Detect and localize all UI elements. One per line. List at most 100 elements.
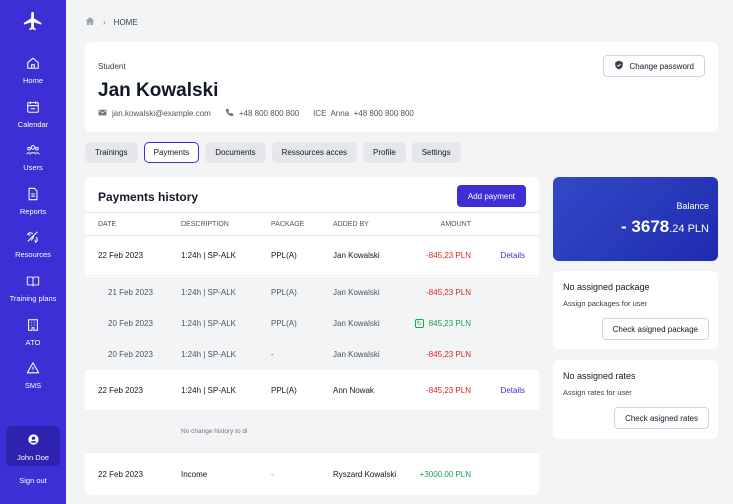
history-row: 20 Feb 2023 1:24h | SP-ALK - Jan Kowalsk… — [85, 339, 539, 370]
history-row: 21 Feb 2023 1:24h | SP-ALK PPL(A) Jan Ko… — [85, 277, 539, 308]
ice-text: ICE Anna +48 800 800 800 — [313, 109, 414, 118]
mail-icon — [98, 108, 107, 119]
tab-profile[interactable]: Profile — [363, 142, 406, 163]
shield-check-icon — [614, 60, 624, 72]
payment-added-by: Jan Kowalski — [333, 318, 380, 328]
tab-payments[interactable]: Payments — [143, 142, 200, 163]
payment-package: PPL(A) — [271, 287, 297, 297]
sidebar: Home Calendar Users Reports Resources Tr… — [0, 0, 66, 504]
sidebar-item-ato[interactable]: ATO — [0, 318, 66, 358]
contact-info: jan.kowalski@example.com +48 800 800 800… — [98, 108, 428, 119]
sidebar-item-sms[interactable]: SMS — [0, 361, 66, 401]
column-header-description: DESCRIPTION — [181, 220, 229, 228]
sidebar-item-calendar[interactable]: Calendar — [0, 100, 66, 140]
sidebar-item-label: Resources — [15, 250, 51, 259]
sidebar-item-reports[interactable]: Reports — [0, 187, 66, 227]
payment-amount: 845,23 PLN — [428, 318, 471, 328]
users-icon — [0, 143, 66, 161]
history-row: 20 Feb 2023 1:24h | SP-ALK PPL(A) Jan Ko… — [85, 308, 539, 339]
sidebar-item-label: SMS — [24, 381, 42, 390]
payment-added-by: Ann Nowak — [333, 385, 374, 395]
current-user[interactable]: John Doe — [6, 426, 60, 466]
change-password-button[interactable]: Change password — [602, 55, 705, 77]
table-row[interactable]: 22 Feb 2023 1:24h | SP-ALK PPL(A) Jan Ko… — [85, 236, 539, 276]
sidebar-item-label: Calendar — [17, 120, 49, 129]
refund-icon: ↻ — [414, 318, 424, 328]
airplane-logo-icon[interactable] — [0, 10, 66, 36]
sidebar-item-home[interactable]: Home — [0, 56, 66, 96]
package-card-subtitle: Assign packages for user — [563, 299, 648, 308]
home-icon[interactable] — [85, 16, 95, 28]
payment-description: 1:24h | SP-ALK — [181, 349, 236, 359]
payment-added-by: Jan Kowalski — [333, 287, 380, 297]
balance-value: - 3678.24 PLN — [621, 217, 709, 237]
sidebar-item-training-plans[interactable]: Training plans — [0, 274, 66, 314]
payment-added-by: Jan Kowalski — [333, 251, 380, 260]
column-header-amount: AMOUNT — [440, 220, 471, 228]
payments-history-title: Payments history — [98, 190, 199, 204]
sidebar-item-label: Reports — [19, 207, 47, 216]
add-payment-button[interactable]: Add payment — [456, 185, 526, 207]
package-card-title: No assigned package — [563, 282, 650, 292]
payment-package: PPL(A) — [271, 251, 297, 260]
tab-documents[interactable]: Documents — [205, 142, 266, 163]
balance-card: Balance - 3678.24 PLN — [553, 177, 718, 261]
payments-history-card: Payments history Add payment DATE DESCRI… — [85, 177, 539, 495]
home-icon — [0, 56, 66, 74]
column-header-package: PACKAGE — [271, 220, 305, 228]
building-icon — [0, 318, 66, 336]
details-link[interactable]: Details — [500, 385, 525, 395]
column-header-date: DATE — [98, 220, 117, 228]
check-rates-button[interactable]: Check asigned rates — [614, 407, 709, 429]
payment-package: - — [271, 469, 274, 479]
payment-date: 20 Feb 2023 — [108, 349, 153, 359]
payment-description: 1:24h | SP-ALK — [181, 318, 236, 328]
sidebar-item-label: Users — [23, 163, 43, 172]
tab-bar: Trainings Payments Documents Ressources … — [85, 142, 461, 163]
payment-date: 20 Feb 2023 — [108, 318, 153, 328]
payment-amount: -845,23 PLN — [426, 385, 471, 395]
phone-contact: +48 800 800 800 — [225, 108, 299, 119]
balance-label: Balance — [676, 201, 709, 211]
sidebar-item-label: Training plans — [9, 294, 57, 303]
sidebar-item-resources[interactable]: Resources — [0, 230, 66, 270]
page-title: Jan Kowalski — [98, 80, 219, 101]
tab-ressources-acces[interactable]: Ressources acces — [271, 142, 358, 163]
reports-icon — [0, 187, 66, 205]
tab-trainings[interactable]: Trainings — [85, 142, 138, 163]
payment-date: 21 Feb 2023 — [108, 287, 153, 297]
email-text: jan.kowalski@example.com — [112, 109, 211, 118]
package-card: No assigned package Assign packages for … — [553, 271, 718, 349]
book-icon — [0, 274, 66, 292]
tab-settings[interactable]: Settings — [411, 142, 461, 163]
chevron-right-icon: › — [103, 17, 106, 27]
payment-added-by: Jan Kowalski — [333, 349, 380, 359]
payment-amount: -845,23 PLN — [426, 251, 471, 260]
breadcrumb: › HOME — [85, 16, 138, 28]
payment-amount: -845,23 PLN — [426, 349, 471, 359]
balance-decimal: .24 PLN — [669, 223, 709, 235]
payment-description: 1:24h | SP-ALK — [181, 251, 236, 260]
table-row[interactable]: 22 Feb 2023 1:24h | SP-ALK PPL(A) Ann No… — [85, 370, 539, 411]
column-header-added-by: ADDED BY — [333, 220, 369, 228]
table-row[interactable]: 22 Feb 2023 Income - Ryszard Kowalski +3… — [85, 453, 539, 495]
sidebar-item-users[interactable]: Users — [0, 143, 66, 183]
payment-date: 22 Feb 2023 — [98, 469, 143, 479]
payment-amount: -845,23 PLN — [426, 287, 471, 297]
rates-card-title: No assigned rates — [563, 371, 636, 381]
change-password-label: Change password — [629, 61, 694, 71]
payment-package: - — [271, 349, 274, 359]
check-package-button[interactable]: Check asigned package — [601, 318, 709, 340]
user-role: Student — [98, 62, 126, 71]
payment-description: Income — [181, 469, 208, 479]
table-header: DATE DESCRIPTION PACKAGE ADDED BY AMOUNT — [85, 212, 539, 236]
balance-main: - 3678 — [621, 217, 670, 236]
user-name: John Doe — [16, 453, 50, 462]
details-link[interactable]: Details — [500, 251, 525, 260]
sidebar-item-label: ATO — [25, 338, 41, 347]
payment-amount-cell: ↻ 845,23 PLN — [414, 308, 471, 338]
empty-history-note: No change history to di — [181, 428, 248, 435]
phone-icon — [225, 108, 234, 119]
sign-out-link[interactable]: Sign out — [19, 476, 47, 485]
resources-icon — [0, 230, 66, 248]
